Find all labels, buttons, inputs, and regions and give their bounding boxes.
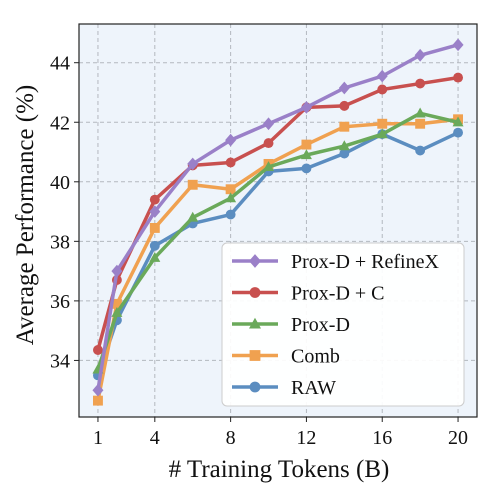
- legend-item: Prox-D + RefineX: [232, 251, 439, 273]
- marker-triangle: [376, 128, 388, 139]
- marker-diamond: [92, 383, 104, 397]
- marker-circle: [339, 100, 350, 111]
- marker-square: [301, 139, 312, 150]
- marker-diamond: [338, 81, 350, 95]
- marker-circle: [301, 163, 312, 174]
- legend-item: RAW: [232, 377, 336, 399]
- marker-triangle: [414, 107, 426, 118]
- legend-label: RAW: [291, 377, 336, 399]
- marker-diamond: [452, 38, 464, 52]
- series-layer: [92, 38, 464, 406]
- marker-triangle: [111, 307, 123, 317]
- x-tick-label: 16: [372, 427, 392, 449]
- legend-label: Prox-D: [291, 314, 350, 336]
- y-tick-label: 34: [50, 350, 70, 372]
- marker-triangle: [263, 161, 275, 172]
- legend-box: [221, 242, 465, 407]
- axis-ticks: 1 4 8 12 16 20 34 36 38 40 42 44: [50, 53, 468, 449]
- legend-label: Prox-D + RefineX: [291, 251, 439, 273]
- marker-square: [225, 184, 236, 195]
- marker-circle: [415, 78, 426, 89]
- marker-circle: [453, 72, 463, 83]
- marker-diamond: [249, 254, 261, 268]
- marker-triangle: [187, 211, 199, 222]
- marker-square: [249, 350, 261, 361]
- marker-circle: [225, 157, 236, 168]
- x-tick-label: 12: [296, 427, 316, 449]
- y-tick-label: 38: [50, 231, 70, 253]
- marker-square: [93, 395, 103, 406]
- legend-item: Prox-D: [232, 314, 350, 336]
- legend-label: Comb: [291, 346, 340, 368]
- legend-label: Prox-D + C: [291, 283, 385, 305]
- x-tick-label: 4: [150, 427, 160, 449]
- legend-item: Comb: [232, 346, 340, 368]
- x-axis-label: # Training Tokens (B): [169, 456, 390, 483]
- marker-circle: [93, 345, 103, 355]
- marker-circle: [149, 240, 160, 251]
- legend: Prox-D + RefineX Prox-D + C Prox-D Comb RAW: [221, 242, 465, 407]
- marker-circle: [263, 138, 274, 149]
- marker-diamond: [263, 117, 275, 131]
- marker-triangle: [149, 251, 161, 262]
- marker-diamond: [300, 101, 312, 114]
- x-tick-label: 8: [226, 427, 236, 449]
- marker-circle: [225, 209, 236, 220]
- marker-triangle: [225, 192, 237, 203]
- x-tick-label: 20: [448, 427, 468, 449]
- marker-circle: [249, 287, 261, 298]
- y-tick-label: 36: [50, 291, 70, 313]
- marker-triangle: [300, 149, 312, 160]
- y-tick-label: 42: [50, 112, 70, 134]
- plot-frame: [78, 23, 478, 418]
- marker-circle: [149, 194, 160, 205]
- y-tick-label: 40: [50, 172, 70, 194]
- marker-diamond: [225, 133, 237, 147]
- marker-diamond: [149, 205, 161, 218]
- marker-circle: [377, 84, 388, 95]
- marker-square: [339, 121, 350, 132]
- marker-square: [111, 298, 122, 309]
- marker-triangle: [249, 317, 261, 329]
- marker-square: [149, 222, 160, 233]
- y-axis-label: Average Performance (%): [12, 85, 39, 346]
- marker-diamond: [414, 48, 426, 62]
- marker-triangle: [452, 116, 464, 127]
- series: [92, 38, 464, 397]
- legend-item: Prox-D + C: [232, 283, 385, 305]
- marker-diamond: [376, 69, 388, 83]
- marker-square: [377, 118, 388, 129]
- grid: [79, 24, 477, 417]
- marker-circle: [249, 381, 261, 393]
- marker-diamond: [187, 157, 199, 171]
- marker-circle: [453, 127, 463, 138]
- marker-square: [187, 179, 198, 190]
- y-tick-label: 44: [50, 53, 70, 75]
- marker-circle: [415, 145, 426, 156]
- marker-triangle: [338, 140, 350, 151]
- marker-square: [415, 118, 426, 129]
- marker-circle: [339, 148, 350, 159]
- x-tick-label: 1: [93, 427, 103, 449]
- marker-diamond: [111, 264, 123, 278]
